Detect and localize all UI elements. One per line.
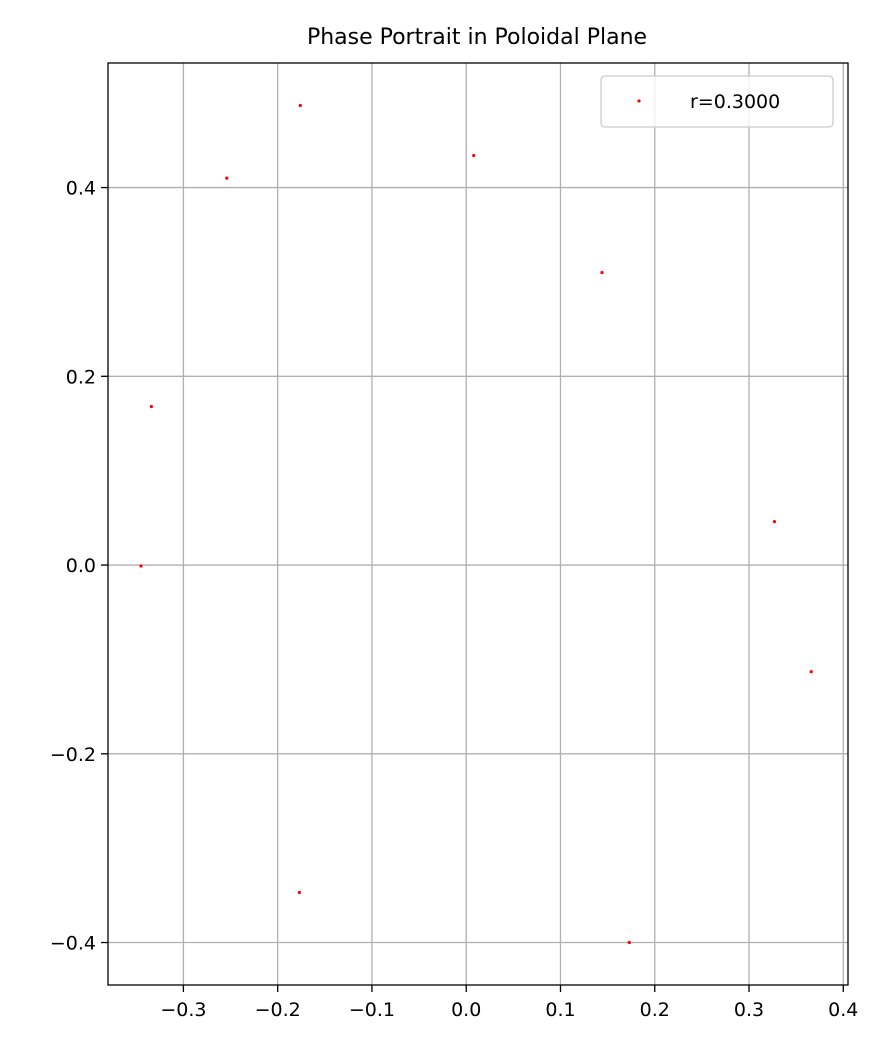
x-tick-label: 0.3	[734, 999, 764, 1021]
legend: r=0.3000	[600, 75, 834, 128]
data-point	[772, 520, 777, 524]
x-tick-label: −0.3	[160, 999, 206, 1021]
chart-title: Phase Portrait in Poloidal Plane	[307, 25, 647, 50]
data-point	[809, 670, 813, 674]
legend-marker	[637, 99, 641, 103]
data-point	[627, 940, 631, 945]
data-point	[600, 270, 604, 275]
data-point	[297, 890, 301, 895]
y-tick-label: −0.2	[50, 744, 96, 766]
x-tick-label: −0.1	[349, 999, 395, 1021]
data-point	[139, 564, 143, 568]
data-point	[149, 404, 153, 409]
plot-frame	[107, 62, 849, 986]
x-tick-label: 0.2	[640, 999, 670, 1021]
legend-label: r=0.3000	[690, 91, 780, 113]
plot-area	[108, 63, 848, 985]
axis-ticks: −0.3 −0.2 −0.1 0.0 0.1 0.2 0.3 0.4 −0.4 −0.2 0.0 0.…	[50, 178, 859, 1021]
grid	[108, 63, 848, 985]
y-tick-label: 0.4	[66, 178, 96, 200]
legend-box	[600, 75, 834, 128]
data-point	[225, 176, 229, 180]
data-points	[139, 103, 813, 945]
x-tick-label: 0.0	[451, 999, 481, 1021]
y-tick-label: 0.2	[66, 366, 96, 388]
y-tick-label: 0.0	[66, 555, 96, 577]
y-tick-label: −0.4	[50, 933, 96, 955]
data-point	[298, 103, 302, 108]
x-tick-label: 0.1	[545, 999, 575, 1021]
x-tick-label: −0.2	[255, 999, 301, 1021]
x-tick-label: 0.4	[828, 999, 858, 1021]
data-point	[472, 153, 476, 158]
